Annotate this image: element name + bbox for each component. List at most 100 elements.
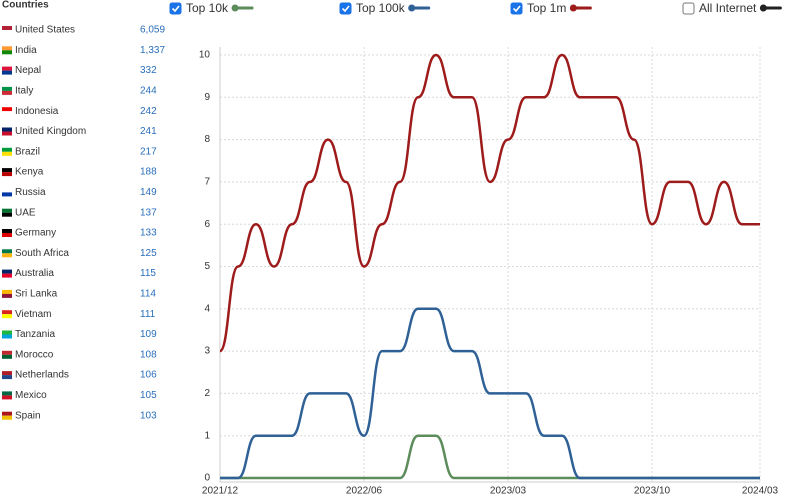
country-value: 106 — [140, 370, 157, 381]
flag — [2, 111, 12, 116]
legend-dot — [231, 4, 239, 12]
flag — [2, 168, 12, 173]
flag — [2, 90, 12, 95]
legend-dot — [759, 4, 767, 12]
country-name: Indonesia — [15, 106, 59, 117]
flag — [2, 50, 12, 55]
country-name: Kenya — [15, 167, 44, 178]
country-value: 332 — [140, 65, 157, 76]
x-tick-label: 2023/03 — [490, 486, 527, 497]
flag — [2, 212, 12, 217]
flag — [2, 26, 12, 30]
country-name: Brazil — [15, 146, 40, 157]
x-tick-label: 2022/06 — [346, 486, 383, 497]
flag — [2, 131, 12, 136]
legend-label: Top 10k — [186, 1, 229, 15]
country-value: 109 — [140, 329, 157, 340]
flag — [2, 289, 12, 294]
country-value: 217 — [140, 146, 157, 157]
country-name: Netherlands — [15, 370, 69, 381]
legend-checkbox[interactable] — [169, 2, 182, 15]
flag — [2, 310, 12, 315]
country-name: Vietnam — [15, 309, 52, 320]
flag — [2, 46, 12, 51]
x-tick-label: 2024/03 — [742, 486, 779, 497]
country-name: UAE — [15, 207, 36, 218]
flag — [2, 30, 12, 34]
country-name: Spain — [15, 410, 41, 421]
y-tick-label: 8 — [204, 134, 210, 145]
country-name: Australia — [15, 268, 54, 279]
legend-label: Top 100k — [356, 1, 406, 15]
flag — [2, 208, 12, 213]
legend-label: Top 1m — [527, 1, 566, 15]
flag — [2, 330, 12, 335]
legend-checkbox[interactable] — [339, 2, 352, 15]
y-tick-label: 4 — [204, 303, 210, 314]
y-tick-label: 6 — [204, 219, 210, 230]
x-tick-label: 2021/12 — [202, 486, 239, 497]
country-value: 241 — [140, 126, 157, 137]
x-tick-label: 2023/10 — [634, 486, 671, 497]
flag — [2, 354, 12, 359]
countries-title: Countries — [2, 0, 49, 11]
country-name: Germany — [15, 228, 56, 239]
country-value: 111 — [140, 309, 156, 320]
country-name: Morocco — [15, 349, 54, 360]
y-tick-label: 0 — [204, 473, 210, 484]
country-name: United States — [15, 25, 75, 36]
y-tick-label: 5 — [204, 261, 210, 272]
country-value: 244 — [140, 86, 157, 97]
flag — [2, 249, 12, 254]
flag — [2, 371, 12, 376]
legend-check — [171, 5, 180, 13]
country-name: Russia — [15, 187, 46, 198]
country-name: Mexico — [15, 390, 47, 401]
country-value: 125 — [140, 248, 157, 259]
country-value: 6,059 — [140, 25, 165, 36]
legend-check — [512, 5, 521, 13]
legend-dot — [408, 4, 416, 12]
legend-checkbox[interactable] — [682, 2, 695, 15]
country-name: United Kingdom — [15, 126, 86, 137]
flag — [2, 229, 12, 233]
series-line — [220, 307, 760, 480]
country-value: 103 — [140, 410, 157, 421]
flag — [2, 273, 12, 278]
legend-label: All Internet — [699, 1, 757, 15]
country-value: 1,337 — [140, 45, 165, 56]
flag — [2, 415, 12, 420]
country-value: 105 — [140, 390, 157, 401]
series-line — [220, 434, 760, 480]
y-tick-label: 10 — [199, 50, 211, 61]
flag — [2, 70, 12, 75]
country-value: 115 — [140, 268, 156, 279]
flag — [2, 151, 12, 156]
flag — [2, 375, 12, 380]
legend-check — [341, 5, 350, 13]
flag — [2, 188, 12, 193]
country-value: 242 — [140, 106, 157, 117]
country-name: India — [15, 45, 37, 56]
country-value: 137 — [140, 207, 157, 218]
flag — [2, 314, 12, 319]
country-name: Tanzania — [15, 329, 55, 340]
country-value: 188 — [140, 167, 157, 178]
flag — [2, 147, 12, 152]
y-tick-label: 9 — [204, 92, 210, 103]
country-value: 133 — [140, 228, 157, 239]
flag — [2, 293, 12, 298]
flag — [2, 233, 12, 237]
country-value: 114 — [140, 289, 156, 300]
flag — [2, 391, 12, 396]
flag — [2, 86, 12, 91]
flag — [2, 395, 12, 400]
legend-checkbox[interactable] — [510, 2, 523, 15]
legend-dot — [569, 4, 577, 12]
flag — [2, 172, 12, 177]
flag — [2, 411, 12, 416]
y-tick-label: 7 — [204, 177, 210, 188]
flag — [2, 334, 12, 339]
flag — [2, 192, 12, 197]
